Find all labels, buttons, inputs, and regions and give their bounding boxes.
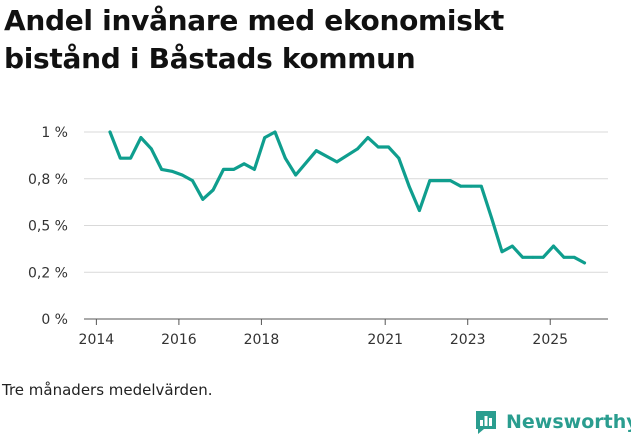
newsworthy-logo-icon <box>476 411 496 434</box>
x-tick-label: 2025 <box>532 332 568 348</box>
data-point <box>232 168 236 171</box>
data-point <box>387 145 390 149</box>
x-tick-label: 2023 <box>450 332 486 348</box>
data-point <box>283 156 287 160</box>
data-point <box>294 173 298 177</box>
y-tick-labels: 0 % 0,2 % 0,5 % 0,8 % 1 % <box>28 125 68 328</box>
data-point <box>490 216 494 220</box>
data-point <box>201 197 205 201</box>
data-point <box>222 168 225 171</box>
x-tick-label: 2021 <box>367 332 403 348</box>
x-tick-label: 2014 <box>79 332 115 348</box>
data-point <box>253 168 256 171</box>
data-point <box>211 188 215 192</box>
data-point <box>510 244 514 248</box>
data-point <box>180 173 184 177</box>
series-line <box>108 130 587 265</box>
data-point <box>139 136 143 140</box>
brand-logo[interactable]: Newsworthy <box>474 407 631 437</box>
data-point <box>129 156 133 160</box>
data-point <box>273 130 277 134</box>
data-point <box>108 130 112 134</box>
data-point <box>552 244 555 248</box>
data-point <box>469 184 473 188</box>
data-point <box>428 179 432 183</box>
data-point <box>583 261 586 265</box>
data-point <box>160 168 163 171</box>
data-point <box>242 162 246 166</box>
data-point <box>314 149 318 153</box>
data-point <box>170 169 174 173</box>
data-point <box>562 255 566 259</box>
x-tick-labels: 2014 2016 2018 2021 2023 2025 <box>79 319 568 348</box>
data-point <box>407 184 411 188</box>
series-layer <box>108 130 587 265</box>
data-point <box>500 250 504 254</box>
footnote: Tre månaders medelvärden. <box>2 381 213 399</box>
data-point <box>459 184 463 188</box>
y-tick-label: 0 % <box>41 312 68 328</box>
data-point <box>448 179 452 183</box>
data-point <box>335 160 339 164</box>
data-point <box>118 156 122 160</box>
data-point <box>541 255 545 259</box>
y-tick-label: 0,5 % <box>28 219 68 235</box>
y-tick-label: 0,2 % <box>28 265 68 281</box>
data-point <box>376 145 380 149</box>
chart-title: Andel invånare med ekonomiskt bistånd i … <box>4 4 505 75</box>
data-point <box>191 179 194 183</box>
data-point <box>572 255 576 259</box>
grid-lines <box>84 131 608 273</box>
data-point <box>521 255 524 259</box>
x-tick-label: 2018 <box>244 332 280 348</box>
data-point <box>438 179 442 183</box>
data-point <box>356 147 359 151</box>
data-point <box>479 184 483 188</box>
brand-name: Newsworthy <box>506 411 631 433</box>
data-point <box>149 147 153 151</box>
data-point <box>263 136 267 140</box>
y-tick-label: 1 % <box>41 125 68 141</box>
data-point <box>531 255 535 259</box>
y-tick-label: 0,8 % <box>28 172 68 188</box>
x-tick-label: 2016 <box>161 332 197 348</box>
data-point <box>397 156 401 160</box>
data-point <box>366 136 370 140</box>
data-point <box>418 209 421 212</box>
